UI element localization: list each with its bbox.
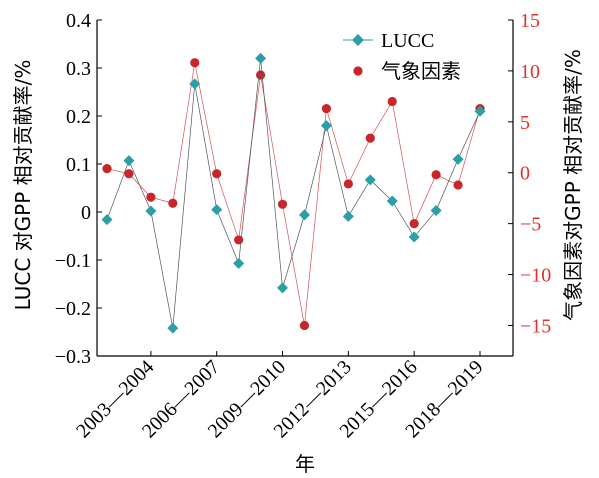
legend-weather-marker <box>353 66 363 76</box>
left-axis-title: LUCC 对GPP 相对贡献率/% <box>11 60 35 311</box>
lucc-point <box>298 209 310 221</box>
weather-point <box>190 58 200 68</box>
weather-point <box>146 192 156 202</box>
left-tick-label: −0.1 <box>55 250 91 272</box>
lucc-point <box>342 210 354 222</box>
lucc-point <box>474 105 486 117</box>
right-tick-label: 15 <box>520 10 540 32</box>
legend-weather-label: 气象因素 <box>381 59 461 83</box>
series-lucc <box>101 52 486 334</box>
lucc-point <box>145 205 157 217</box>
x-axis-title: 年 <box>295 452 315 476</box>
right-tick-label: 5 <box>520 112 530 134</box>
lucc-point <box>386 195 398 207</box>
weather-point <box>365 133 375 143</box>
weather-point <box>255 70 266 80</box>
weather-point <box>124 169 134 179</box>
x-axis: 2003—20042006—20072009—20102012—20132015… <box>72 351 488 442</box>
legend-lucc-label: LUCC <box>381 30 434 52</box>
lucc-point <box>233 257 245 269</box>
left-tick-label: 0.1 <box>66 154 91 176</box>
weather-point <box>102 164 112 174</box>
lucc-point <box>189 78 201 90</box>
lucc-point <box>101 214 113 226</box>
right-tick-label: 0 <box>520 163 530 185</box>
lucc-point <box>255 52 267 64</box>
lucc-point <box>167 322 179 334</box>
lucc-point <box>408 231 420 243</box>
lucc-point <box>277 282 289 294</box>
left-tick-label: 0.3 <box>66 58 91 80</box>
lucc-point <box>364 174 376 186</box>
right-y-axis: −15 −10 −5 0 5 10 15 <box>508 10 551 337</box>
weather-point <box>321 103 332 114</box>
weather-point <box>409 219 419 229</box>
right-tick-label: 10 <box>520 61 540 83</box>
weather-point <box>212 169 222 179</box>
lucc-point <box>320 120 332 132</box>
weather-point <box>277 199 288 209</box>
left-y-axis: −0.3 −0.2 −0.1 0 0.1 0.2 0.3 0.4 <box>55 10 102 368</box>
weather-line <box>106 62 481 326</box>
plot-frame <box>96 20 514 357</box>
legend-lucc-marker <box>352 34 364 46</box>
series-weather <box>102 58 485 331</box>
legend: LUCC 气象因素 <box>343 30 461 83</box>
right-tick-label: −5 <box>520 214 541 236</box>
weather-point <box>234 235 244 245</box>
lucc-line <box>106 58 481 329</box>
left-tick-label: 0.2 <box>66 106 91 128</box>
right-tick-label: −10 <box>520 265 551 287</box>
weather-point <box>387 96 397 107</box>
lucc-point <box>123 155 135 167</box>
weather-point <box>453 180 463 190</box>
left-tick-label: −0.2 <box>55 298 91 320</box>
weather-point <box>299 320 310 331</box>
right-axis-title: 气象因素对GPP 相对贡献率/% <box>561 49 585 321</box>
right-tick-label: −15 <box>520 315 551 337</box>
lucc-point <box>211 204 223 216</box>
left-tick-label: 0 <box>81 202 91 224</box>
left-tick-label: 0.4 <box>66 10 91 32</box>
weather-point <box>168 198 178 208</box>
lucc-point <box>452 153 464 165</box>
weather-point <box>431 170 441 180</box>
weather-point <box>343 179 353 189</box>
left-tick-label: −0.3 <box>55 346 91 368</box>
lucc-point <box>430 205 442 217</box>
